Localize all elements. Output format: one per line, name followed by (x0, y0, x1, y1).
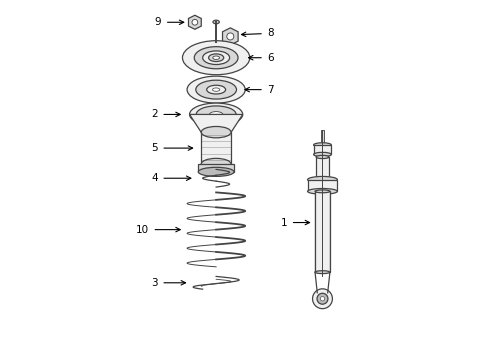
Text: 1: 1 (280, 217, 286, 228)
Ellipse shape (206, 85, 225, 94)
Text: 8: 8 (267, 28, 274, 38)
Bar (315, 157, 328, 184)
Circle shape (192, 19, 197, 25)
Bar (313, 145, 331, 154)
Ellipse shape (202, 51, 229, 64)
Ellipse shape (194, 47, 238, 69)
Ellipse shape (209, 112, 223, 117)
Bar (321, 130, 323, 148)
Ellipse shape (212, 56, 219, 59)
Ellipse shape (196, 106, 236, 123)
Ellipse shape (189, 103, 242, 126)
Polygon shape (189, 114, 242, 135)
Bar (198, 164, 234, 172)
Circle shape (316, 293, 327, 304)
Ellipse shape (201, 158, 230, 170)
Polygon shape (188, 15, 201, 29)
Bar (201, 132, 230, 164)
Ellipse shape (182, 41, 249, 75)
Ellipse shape (212, 88, 219, 91)
Text: 7: 7 (267, 85, 274, 95)
Circle shape (312, 289, 332, 309)
Ellipse shape (315, 182, 328, 185)
Text: 10: 10 (135, 225, 148, 235)
Bar (314, 192, 329, 272)
Ellipse shape (314, 271, 329, 274)
Text: 5: 5 (151, 143, 157, 153)
Ellipse shape (195, 80, 236, 99)
Text: 6: 6 (267, 53, 274, 63)
Text: 3: 3 (151, 278, 157, 288)
Text: 9: 9 (154, 17, 161, 27)
Ellipse shape (307, 189, 337, 194)
Ellipse shape (313, 143, 331, 147)
Ellipse shape (313, 152, 331, 157)
Ellipse shape (307, 176, 337, 183)
Ellipse shape (203, 130, 229, 139)
Ellipse shape (315, 156, 328, 158)
Circle shape (320, 297, 324, 301)
Ellipse shape (212, 20, 219, 24)
Circle shape (226, 33, 233, 40)
Ellipse shape (201, 126, 230, 138)
Ellipse shape (208, 54, 224, 62)
Polygon shape (222, 28, 238, 45)
Ellipse shape (187, 76, 244, 103)
Bar (307, 180, 337, 192)
Ellipse shape (314, 190, 329, 193)
Text: 4: 4 (151, 173, 157, 183)
Ellipse shape (198, 167, 234, 176)
Text: 2: 2 (151, 109, 157, 120)
